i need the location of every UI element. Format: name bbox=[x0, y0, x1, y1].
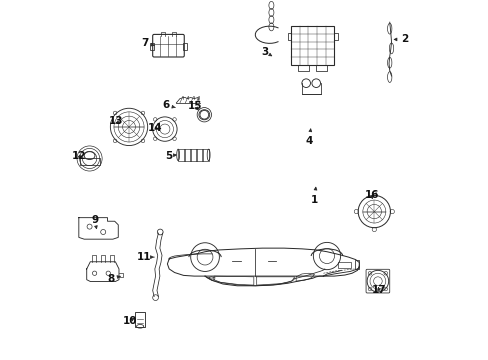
Text: 9: 9 bbox=[91, 215, 98, 229]
Text: 16: 16 bbox=[364, 190, 378, 200]
Text: 7: 7 bbox=[141, 38, 154, 48]
Text: 15: 15 bbox=[187, 102, 202, 112]
Text: 1: 1 bbox=[310, 187, 317, 205]
Text: 10: 10 bbox=[123, 316, 138, 325]
Text: 11: 11 bbox=[137, 252, 154, 262]
Text: 5: 5 bbox=[164, 150, 176, 161]
Text: 6: 6 bbox=[163, 100, 175, 111]
Text: 2: 2 bbox=[393, 35, 408, 44]
Text: 13: 13 bbox=[109, 116, 123, 126]
Text: 3: 3 bbox=[261, 46, 271, 57]
Text: 8: 8 bbox=[107, 274, 120, 284]
Text: 4: 4 bbox=[305, 129, 312, 145]
Text: 12: 12 bbox=[71, 150, 86, 161]
Text: 14: 14 bbox=[148, 123, 163, 133]
Text: 17: 17 bbox=[371, 285, 386, 296]
